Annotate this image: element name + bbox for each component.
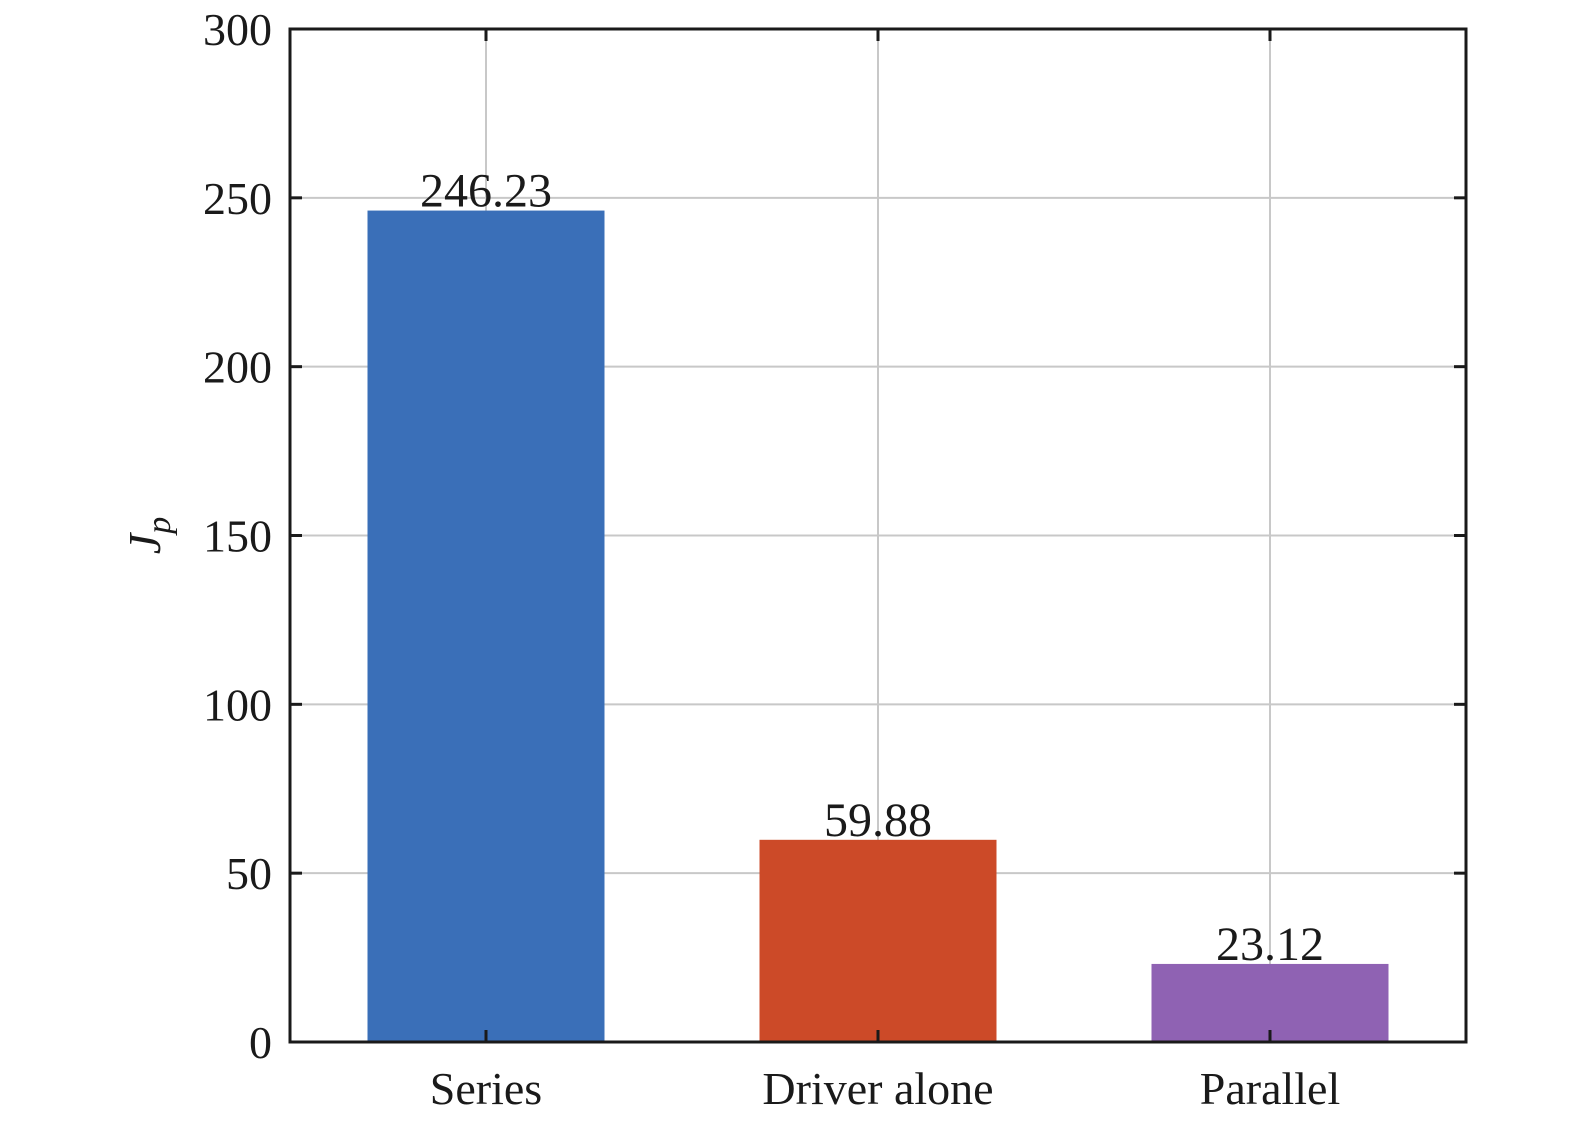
x-tick-label: Series (430, 1063, 542, 1114)
y-tick-label: 0 (249, 1017, 272, 1068)
y-tick-labels: 0 50 100 150 200 250 300 (203, 4, 272, 1068)
y-tick-label: 50 (226, 848, 272, 899)
data-label: 23.12 (1216, 918, 1324, 971)
y-tick-label: 100 (203, 679, 272, 730)
y-tick-label: 150 (203, 511, 272, 562)
axis-ticks (290, 27, 1466, 1044)
y-tick-label: 300 (203, 4, 272, 55)
data-label: 246.23 (420, 165, 552, 218)
x-tick-labels: Series Driver alone Parallel (430, 1063, 1340, 1114)
y-axis-label: Jp (119, 517, 178, 554)
x-tick-label: Driver alone (762, 1063, 993, 1114)
data-labels: 246.23 59.88 23.12 (420, 165, 1324, 971)
bars (367, 210, 1389, 1043)
data-label: 59.88 (824, 794, 932, 847)
bar-series (367, 210, 605, 1043)
y-axis-label-main: J (119, 531, 170, 554)
y-tick-label: 250 (203, 173, 272, 224)
y-axis-label-subscript: p (141, 517, 178, 536)
bar-driver-alone (759, 839, 997, 1042)
x-tick-label: Parallel (1200, 1063, 1341, 1114)
bar-parallel (1151, 963, 1389, 1042)
y-tick-label: 200 (203, 342, 272, 393)
